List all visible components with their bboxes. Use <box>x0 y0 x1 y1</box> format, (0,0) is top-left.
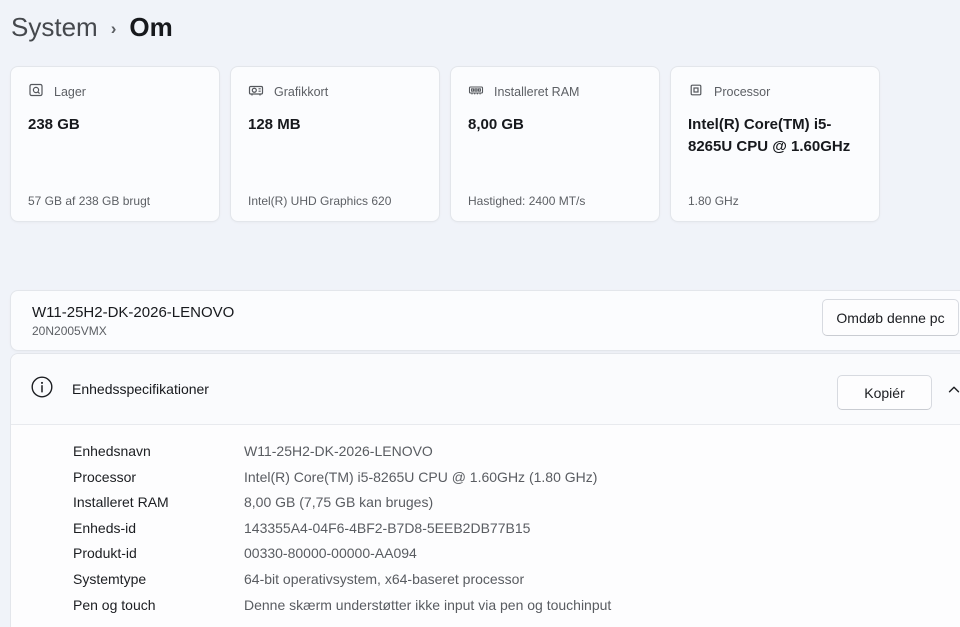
spec-label: Enhedsnavn <box>73 443 151 459</box>
device-specifications-expander-header[interactable]: Enhedsspecifikationer Kopiér <box>11 354 960 425</box>
spec-label: Systemtype <box>73 570 147 587</box>
spec-row-installed-ram: Installeret RAM 8,00 GB (7,75 GB kan bru… <box>73 490 960 516</box>
spec-value: 8,00 GB (7,75 GB kan bruges) <box>244 494 434 511</box>
spec-value: 64-bit operativsystem, x64-baseret proce… <box>244 570 525 587</box>
spec-row-processor: Processor Intel(R) Core(TM) i5-8265U CPU… <box>73 465 960 491</box>
spec-label: Pen og touch <box>73 596 156 613</box>
processor-card: Processor Intel(R) Core(TM) i5-8265U CPU… <box>670 66 880 222</box>
page-title: Om <box>129 12 173 42</box>
breadcrumb-system[interactable]: System <box>11 12 98 42</box>
cpu-icon <box>688 82 704 101</box>
storage-card-label: Lager <box>54 84 86 99</box>
ram-icon <box>468 82 484 101</box>
device-specifications-body: Enhedsnavn W11-25H2-DK-2026-LENOVO Proce… <box>11 425 960 618</box>
processor-card-label: Processor <box>714 84 771 99</box>
storage-card-footer: 57 GB af 238 GB brugt <box>28 194 151 208</box>
graphics-card-value: 128 MB <box>248 116 301 133</box>
spec-value: 00330-80000-00000-AA094 <box>244 545 417 562</box>
device-specifications-card: Enhedsspecifikationer Kopiér Enhedsnavn … <box>10 353 960 627</box>
spec-value: Intel(R) Core(TM) i5-8265U CPU @ 1.60GHz… <box>244 468 598 485</box>
storage-icon <box>28 82 44 101</box>
device-name: W11-25H2-DK-2026-LENOVO <box>32 303 235 321</box>
spec-label: Produkt-id <box>73 545 137 562</box>
spec-value: W11-25H2-DK-2026-LENOVO <box>244 443 433 459</box>
device-name-card: W11-25H2-DK-2026-LENOVO 20N2005VMX <box>10 290 960 351</box>
graphics-card-header: Grafikkort <box>248 82 422 101</box>
gpu-icon <box>248 82 264 101</box>
processor-card-header: Processor <box>688 82 862 101</box>
ram-card-label: Installeret RAM <box>494 84 580 99</box>
storage-card-value: 238 GB <box>28 116 80 133</box>
storage-card: Lager 238 GB 57 GB af 238 GB brugt <box>10 66 220 222</box>
graphics-card: Grafikkort 128 MB Intel(R) UHD Graphics … <box>230 66 440 222</box>
spec-row-product-id: Produkt-id 00330-80000-00000-AA094 <box>73 541 960 567</box>
chevron-up-icon[interactable] <box>947 383 960 397</box>
graphics-card-footer: Intel(R) UHD Graphics 620 <box>248 194 392 208</box>
info-icon <box>31 375 53 403</box>
device-specifications-title: Enhedsspecifikationer <box>72 381 209 397</box>
storage-card-header: Lager <box>28 82 202 101</box>
spec-label: Processor <box>73 468 137 485</box>
spec-row-device-id: Enheds-id 143355A4-04F6-4BF2-B7D8-5EEB2D… <box>73 516 960 542</box>
graphics-card-label: Grafikkort <box>274 84 329 99</box>
ram-card-header: Installeret RAM <box>468 82 642 101</box>
device-serial: 20N2005VMX <box>32 323 107 338</box>
rename-pc-button[interactable]: Omdøb denne pc <box>822 299 959 336</box>
spec-value: Denne skærm understøtter ikke input via … <box>244 596 612 613</box>
copy-button[interactable]: Kopiér <box>837 375 932 410</box>
ram-card-footer: Hastighed: 2400 MT/s <box>468 194 586 208</box>
spec-row-pen-touch: Pen og touch Denne skærm understøtter ik… <box>73 593 960 619</box>
spec-label: Installeret RAM <box>73 494 169 511</box>
processor-card-value: Intel(R) Core(TM) i5-8265U CPU @ 1.60GHz <box>688 116 851 155</box>
spec-label: Enheds-id <box>73 519 137 536</box>
summary-cards-row: Lager 238 GB 57 GB af 238 GB brugt Grafi… <box>10 66 880 222</box>
spec-row-system-type: Systemtype 64-bit operativsystem, x64-ba… <box>73 567 960 593</box>
processor-card-footer: 1.80 GHz <box>688 194 739 208</box>
ram-card: Installeret RAM 8,00 GB Hastighed: 2400 … <box>450 66 660 222</box>
breadcrumb: System › Om <box>11 12 173 43</box>
ram-card-value: 8,00 GB <box>468 116 524 133</box>
spec-value: 143355A4-04F6-4BF2-B7D8-5EEB2DB77B15 <box>244 519 531 536</box>
breadcrumb-chevron-icon: › <box>110 18 117 38</box>
spec-row-device-name: Enhedsnavn W11-25H2-DK-2026-LENOVO <box>73 439 960 465</box>
